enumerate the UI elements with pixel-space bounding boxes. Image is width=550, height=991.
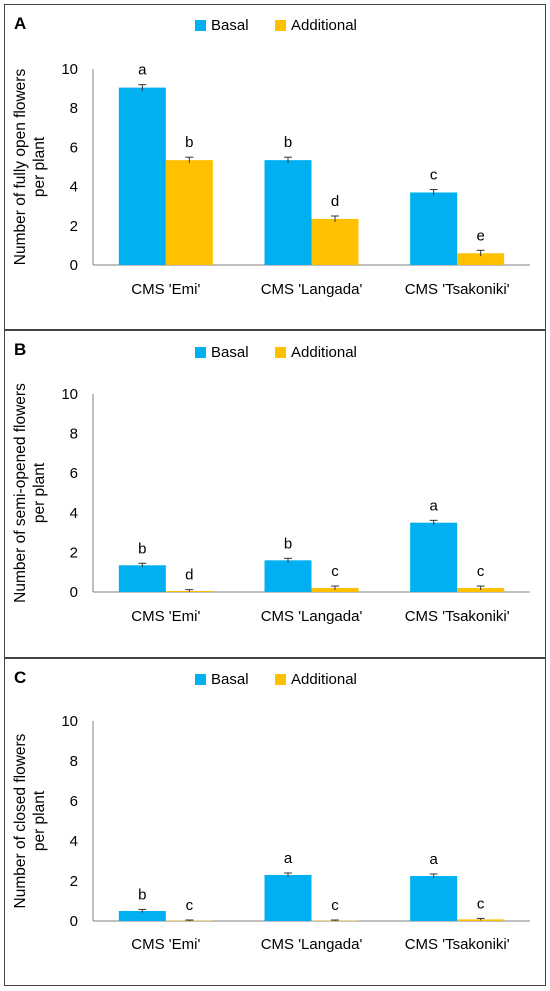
y-tick-label-10-c: 10	[61, 713, 78, 730]
y-axis-label-line-1-b: Number of semi-opened flowers	[12, 383, 29, 603]
panel-c: C Basal Additional Number of closed flowers…	[4, 658, 546, 986]
x-tick-label-1-b: CMS 'Emi'	[131, 608, 200, 625]
x-tick-label-3-c: CMS 'Tsakoniki'	[405, 936, 510, 953]
x-tick-label-3-a: CMS 'Tsakoniki'	[405, 281, 510, 298]
significance-letter-additional-3-a: e	[476, 227, 484, 244]
x-tick-label-2-a: CMS 'Langada'	[261, 281, 363, 298]
significance-letter-additional-2-c: c	[331, 897, 339, 914]
y-tick-label-0-a: 0	[70, 257, 78, 274]
bar-additional-3-a	[457, 253, 505, 265]
significance-letter-basal-3-b: a	[429, 497, 438, 514]
bar-additional-1-a	[165, 160, 213, 265]
panel-label-a: A	[14, 14, 26, 33]
bar-basal-2-b	[264, 560, 312, 592]
bar-basal-3-a	[410, 192, 458, 265]
legend-label-additional-c: Additional	[291, 671, 357, 688]
panel-label-c: C	[14, 668, 26, 687]
bar-basal-2-a	[264, 160, 312, 265]
legend-swatch-basal-b	[195, 347, 206, 358]
y-axis-label-c: Number of closed flowers per plant	[12, 733, 48, 908]
significance-letter-additional-1-a: b	[185, 134, 193, 151]
significance-letter-additional-2-b: c	[331, 563, 339, 580]
legend-label-basal-a: Basal	[211, 17, 249, 34]
bar-basal-3-c	[410, 876, 458, 921]
significance-letter-basal-2-c: a	[284, 850, 293, 867]
y-tick-label-6-c: 6	[70, 793, 78, 810]
panel-b: B Basal Additional Number of semi-opened fl…	[4, 330, 546, 658]
legend-swatch-basal-a	[195, 20, 206, 31]
significance-letter-basal-2-b: b	[284, 535, 292, 552]
x-tick-label-1-c: CMS 'Emi'	[131, 936, 200, 953]
bar-additional-3-b	[457, 588, 505, 592]
legend-swatch-additional-c	[275, 674, 286, 685]
chart-c: C Basal Additional Number of closed flowers…	[12, 668, 530, 953]
bar-basal-1-c	[118, 911, 166, 921]
y-tick-label-10-b: 10	[61, 386, 78, 403]
legend-label-additional-a: Additional	[291, 17, 357, 34]
legend-label-basal-b: Basal	[211, 344, 249, 361]
y-axis-label-line-2-c: per plant	[31, 790, 48, 851]
significance-letter-basal-1-b: b	[138, 540, 146, 557]
y-tick-label-2-a: 2	[70, 218, 78, 235]
bar-basal-1-a	[118, 87, 166, 266]
panel-label-b: B	[14, 340, 26, 359]
legend-swatch-additional-a	[275, 20, 286, 31]
y-axis-label-line-1-c: Number of closed flowers	[12, 733, 29, 908]
y-axis-label-a: Number of fully open flowers per plant	[12, 69, 48, 266]
bar-additional-2-b	[311, 588, 359, 592]
bar-additional-2-a	[311, 218, 359, 265]
chart-b: B Basal Additional Number of semi-opened fl…	[12, 340, 530, 625]
significance-letter-additional-1-b: d	[185, 567, 193, 584]
y-axis-label-line-2-b: per plant	[31, 462, 48, 523]
y-tick-label-4-a: 4	[70, 179, 78, 196]
y-tick-label-4-b: 4	[70, 505, 78, 522]
significance-letter-basal-2-a: b	[284, 134, 292, 151]
y-tick-label-0-b: 0	[70, 584, 78, 601]
bar-basal-2-c	[264, 875, 312, 921]
y-tick-label-0-c: 0	[70, 913, 78, 930]
significance-letter-basal-1-c: b	[138, 886, 146, 903]
y-axis-label-b: Number of semi-opened flowers per plant	[12, 383, 48, 603]
y-axis-label-line-2-a: per plant	[31, 136, 48, 197]
significance-letter-basal-3-a: c	[430, 167, 438, 184]
y-tick-label-8-b: 8	[70, 426, 78, 443]
x-tick-label-2-c: CMS 'Langada'	[261, 936, 363, 953]
significance-letter-additional-2-a: d	[331, 193, 339, 210]
y-tick-label-6-b: 6	[70, 465, 78, 482]
significance-letter-additional-1-c: c	[186, 897, 194, 914]
panel-a: A Basal Additional Number of fully open flo…	[4, 4, 546, 330]
y-tick-label-4-c: 4	[70, 833, 78, 850]
legend-swatch-additional-b	[275, 347, 286, 358]
significance-letter-basal-3-c: a	[429, 851, 438, 868]
significance-letter-additional-3-c: c	[477, 895, 485, 912]
x-tick-label-3-b: CMS 'Tsakoniki'	[405, 608, 510, 625]
y-tick-label-2-b: 2	[70, 544, 78, 561]
x-tick-label-2-b: CMS 'Langada'	[261, 608, 363, 625]
y-tick-label-8-c: 8	[70, 753, 78, 770]
bar-basal-1-b	[118, 565, 166, 592]
legend-swatch-basal-c	[195, 674, 206, 685]
y-tick-label-10-a: 10	[61, 61, 78, 78]
significance-letter-basal-1-a: a	[138, 62, 147, 79]
significance-letter-additional-3-b: c	[477, 563, 485, 580]
y-tick-label-2-c: 2	[70, 873, 78, 890]
x-tick-label-1-a: CMS 'Emi'	[131, 281, 200, 298]
bar-basal-3-b	[410, 522, 458, 592]
chart-a: A Basal Additional Number of fully open flo…	[12, 14, 530, 298]
y-tick-label-6-a: 6	[70, 139, 78, 156]
legend-label-additional-b: Additional	[291, 344, 357, 361]
y-tick-label-8-a: 8	[70, 100, 78, 117]
y-axis-label-line-1-a: Number of fully open flowers	[12, 69, 29, 266]
legend-label-basal-c: Basal	[211, 671, 249, 688]
